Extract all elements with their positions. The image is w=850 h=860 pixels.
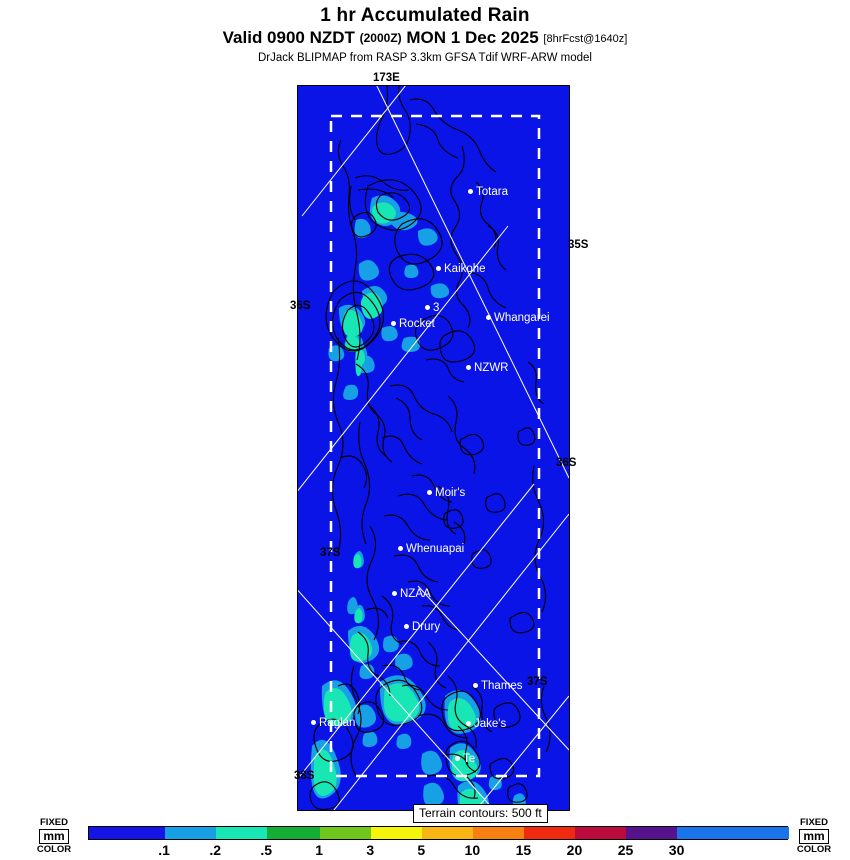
colorbar-tick: 1 — [315, 842, 324, 858]
place-marker-kaikohe[interactable]: Kaikohe — [436, 263, 486, 275]
colorbar-tick: 10 — [464, 842, 481, 858]
colorbar-swatch-2 — [216, 827, 268, 839]
graticule-lines — [298, 86, 569, 810]
place-marker-moirs[interactable]: Moir's — [427, 487, 466, 499]
station-dot-icon — [311, 720, 316, 725]
station-dot-icon — [398, 546, 403, 551]
graticule-label: 38S — [294, 770, 315, 782]
fixed-label-top: FIXED — [800, 817, 828, 828]
colorbar-swatch-0 — [89, 827, 166, 839]
graticule-label: 173E — [373, 72, 400, 84]
place-label: Moir's — [435, 487, 466, 499]
colorbar-swatch-5 — [371, 827, 423, 839]
chart-header: 1 hr Accumulated Rain Valid 0900 NZDT (2… — [0, 0, 850, 65]
station-dot-icon — [466, 365, 471, 370]
station-dot-icon — [486, 315, 491, 320]
model-source-line: DrJack BLIPMAP from RASP 3.3km GFSA Tdif… — [257, 52, 592, 64]
station-dot-icon — [468, 189, 473, 194]
station-dot-icon — [473, 683, 478, 688]
colorbar-legend: FIXED mm COLOR FIXED mm COLOR .1 .2 .5 1 3 5 1… — [0, 818, 850, 860]
place-label: Thames — [481, 680, 523, 692]
fixed-label-bottom: COLOR — [796, 844, 832, 855]
colorbar-units-badge-right: FIXED mm COLOR — [786, 818, 842, 855]
colorbar-swatch-4 — [320, 827, 372, 839]
colorbar-tick: .1 — [158, 842, 170, 858]
page-title: 1 hr Accumulated Rain — [320, 5, 530, 26]
station-dot-icon — [466, 721, 471, 726]
station-dot-icon — [436, 266, 441, 271]
place-marker-whenuapai[interactable]: Whenuapai — [398, 543, 465, 555]
place-label: Whenuapai — [406, 543, 465, 555]
colorbar-tick: 3 — [366, 842, 375, 858]
place-marker-nzwr[interactable]: NZWR — [466, 362, 509, 374]
station-dot-icon — [404, 624, 409, 629]
graticule-label: 35S — [568, 239, 589, 251]
colorbar-swatch-8 — [524, 827, 576, 839]
station-dot-icon — [427, 490, 432, 495]
colorbar-tick: .2 — [209, 842, 222, 858]
colorbar-tick-labels: .1 .2 .5 1 3 5 10 15 20 25 30 — [88, 842, 788, 860]
colorbar-tick: 20 — [566, 842, 583, 858]
colorbar-tick: .5 — [260, 842, 273, 858]
place-label: Raglan — [319, 717, 356, 729]
place-marker-drury[interactable]: Drury — [404, 621, 441, 633]
place-label: 3 — [433, 302, 440, 314]
place-marker-raglan[interactable]: Raglan — [311, 717, 356, 729]
place-marker-nzaa[interactable]: NZAA — [392, 588, 431, 600]
rain-map[interactable] — [297, 85, 570, 811]
place-label: Jake's — [474, 718, 507, 730]
fixed-label-bottom: COLOR — [36, 844, 72, 855]
graticule-label: 37S — [527, 676, 548, 688]
map-canvas — [298, 86, 569, 810]
domain-boundary-box — [329, 114, 541, 778]
fixed-label-top: FIXED — [40, 817, 68, 828]
place-marker-3[interactable]: 3 — [425, 302, 440, 314]
colorbar-swatch-11 — [677, 827, 789, 839]
place-label: Te — [463, 753, 476, 765]
station-dot-icon — [391, 321, 396, 326]
graticule-label: 36S — [290, 300, 311, 312]
fixed-label-units: mm — [39, 829, 69, 844]
place-label: Drury — [412, 621, 441, 633]
valid-date-text: MON 1 Dec 2025 — [401, 28, 544, 47]
colorbar-units-badge-left: FIXED mm COLOR — [26, 818, 82, 855]
fixed-label-units: mm — [799, 829, 829, 844]
graticule-label: 36S — [556, 457, 577, 469]
colorbar-swatch-1 — [165, 827, 217, 839]
station-dot-icon — [392, 591, 397, 596]
colorbar-gradient[interactable] — [88, 826, 789, 840]
place-label: NZWR — [474, 362, 509, 374]
forecast-hour-badge: [8hrFcst@1640z] — [543, 33, 628, 45]
place-label: Whangarei — [494, 312, 550, 324]
place-marker-rocket[interactable]: Rocket — [391, 318, 435, 330]
colorbar-tick: 5 — [417, 842, 426, 858]
colorbar-swatch-3 — [267, 827, 321, 839]
graticule-label: 37S — [320, 547, 341, 559]
station-dot-icon — [455, 756, 460, 761]
colorbar-tick: 25 — [617, 842, 634, 858]
place-marker-whangarei[interactable]: Whangarei — [486, 312, 550, 324]
colorbar-swatch-6 — [422, 827, 474, 839]
place-marker-totara[interactable]: Totara — [468, 186, 508, 198]
valid-time-line: Valid 0900 NZDT (2000Z) MON 1 Dec 2025 [… — [0, 28, 850, 49]
colorbar-swatch-10 — [626, 827, 678, 839]
colorbar-tick: 30 — [668, 842, 685, 858]
colorbar-tick: 15 — [515, 842, 532, 858]
colorbar-swatch-7 — [473, 827, 525, 839]
place-label: Totara — [476, 186, 508, 198]
place-marker-jakes[interactable]: Jake's — [466, 718, 507, 730]
place-label: Rocket — [399, 318, 435, 330]
place-marker-te[interactable]: Te — [455, 753, 476, 765]
valid-time-utc: (2000Z) — [359, 31, 402, 45]
place-label: Kaikohe — [444, 263, 486, 275]
place-label: NZAA — [400, 588, 431, 600]
station-dot-icon — [425, 305, 430, 310]
terrain-contour-note: Terrain contours: 500 ft — [413, 804, 548, 823]
colorbar-swatch-9 — [575, 827, 627, 839]
valid-time-text: Valid 0900 NZDT — [222, 28, 360, 47]
place-marker-thames[interactable]: Thames — [473, 680, 523, 692]
